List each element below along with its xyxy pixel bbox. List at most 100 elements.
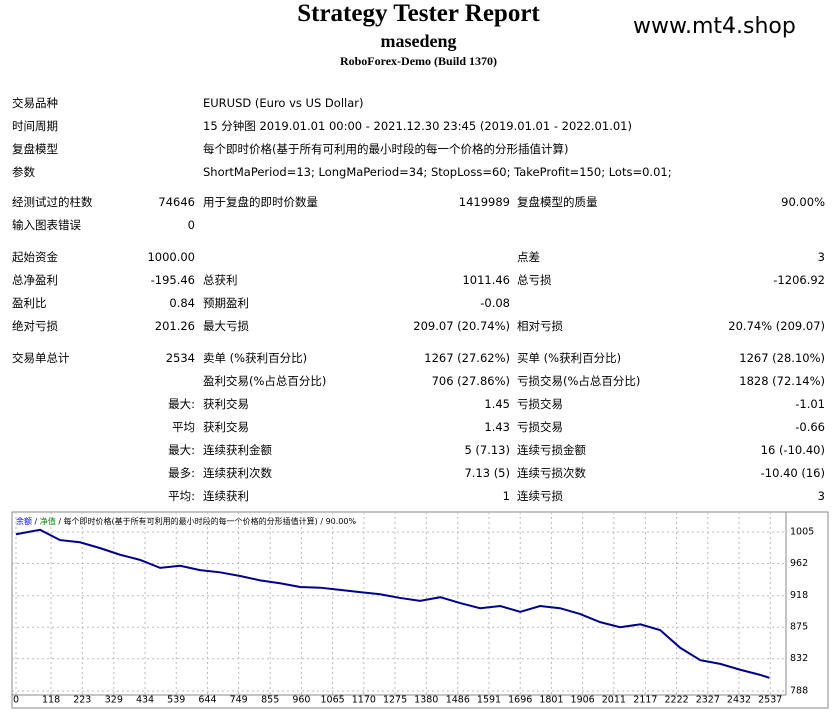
x-tick-label: 2432 [727,695,751,706]
row-label: 卖单 (%获利百分比) [203,351,308,365]
row-label: 输入图表错误 [12,218,81,232]
info-label: 时间周期 [12,119,58,133]
row-value: 3 [817,250,825,264]
x-tick-label: 1486 [446,695,470,706]
row-value: 1828 (72.14%) [739,374,825,388]
row-value: -0.08 [480,296,510,310]
x-tick-label: 118 [42,695,60,706]
info-value: 15 分钟图 2019.01.01 00:00 - 2021.12.30 23:… [203,119,632,133]
row-value: 90.00% [781,195,825,209]
row-label: 最大亏损 [203,319,249,333]
legend-part: 余额 [16,516,32,526]
row-value: 1267 (28.10%) [739,351,825,365]
row-label: 获利交易 [203,420,249,434]
chart-frame [11,511,829,709]
chart-legend: 余额 / 净值 / 每个即时价格(基于所有可利用的最小时段的每一个价格的分形插值… [16,516,356,526]
row-label: 点差 [517,250,540,264]
x-tick-label: 1380 [414,695,438,706]
watermark: www.mt4.shop [633,14,796,39]
row-label: 连续获利次数 [203,466,272,480]
row-label: 亏损交易(%占总百分比) [517,374,641,388]
row-value: -1206.92 [773,273,825,287]
x-tick-label: 2011 [602,695,626,706]
row-label: 绝对亏损 [12,319,58,333]
legend-part: / 每个即时价格(基于所有可利用的最小时段的每一个价格的分形插值计算) / 90… [56,516,357,526]
y-tick-label: 875 [790,622,808,633]
x-tick-label: 1275 [383,695,407,706]
row-label: 总亏损 [517,273,552,287]
info-label: 参数 [12,165,35,179]
row-value: 706 (27.86%) [431,374,510,388]
row-label: 连续亏损金额 [517,443,586,457]
row-value: 1011.46 [462,273,510,287]
row-value: 201.26 [154,319,195,333]
x-tick-label: 749 [230,695,248,706]
info-value: EURUSD (Euro vs US Dollar) [203,96,364,110]
row-value: 0 [187,218,195,232]
info-label: 复盘模型 [12,142,58,156]
row-value: 2534 [165,351,195,365]
row-label: 预期盈利 [203,296,249,310]
x-tick-label: 1801 [539,695,563,706]
x-tick-label: 329 [105,695,123,706]
row-value: 0.84 [169,296,195,310]
row-label: 亏损交易 [517,397,563,411]
balance-line [15,528,770,679]
x-tick-label: 1170 [352,695,376,706]
row-value: -0.66 [795,420,825,434]
row-value: -10.40 (16) [760,466,825,480]
row-value: -1.01 [795,397,825,411]
row-value: 5 (7.13) [464,443,510,457]
row-value: 1267 (27.62%) [424,351,510,365]
row-value: 平均: [168,489,195,503]
y-tick-label: 1005 [790,527,814,538]
legend-part: 净值 [40,516,56,526]
row-value: -195.46 [150,273,195,287]
x-tick-label: 1906 [571,695,595,706]
x-tick-label: 1696 [508,695,532,706]
x-tick-label: 2117 [633,695,657,706]
row-value: 平均 [172,420,195,434]
row-label: 相对亏损 [517,319,563,333]
report-subtitle: masedeng [380,31,457,51]
row-value: 16 (-10.40) [760,443,825,457]
row-value: 209.07 (20.74%) [413,319,510,333]
report-title: Strategy Tester Report [297,0,540,27]
row-value: 7.13 (5) [464,466,510,480]
row-label: 总获利 [203,273,238,287]
y-tick-label: 918 [790,590,808,601]
row-label: 总净盈利 [12,273,58,287]
x-tick-label: 539 [167,695,185,706]
row-label: 盈利比 [12,296,47,310]
x-tick-label: 960 [292,695,310,706]
row-label: 连续获利金额 [203,443,272,457]
info-value: ShortMaPeriod=13; LongMaPeriod=34; StopL… [203,165,672,179]
y-tick-label: 788 [790,685,808,696]
x-tick-label: 2222 [665,695,689,706]
row-value: 1 [502,489,510,503]
x-tick-label: 2537 [758,695,782,706]
row-label: 连续亏损次数 [517,466,586,480]
x-tick-label: 0 [13,695,19,706]
x-tick-label: 1065 [321,695,345,706]
row-value: 最大: [168,443,195,457]
row-label: 盈利交易(%占总百分比) [203,374,327,388]
row-value: 20.74% (209.07) [728,319,825,333]
legend-part: / [32,517,40,526]
row-value: 3 [817,489,825,503]
row-label: 复盘模型的质量 [517,195,598,209]
y-tick-label: 962 [790,558,808,569]
x-tick-label: 434 [136,695,154,706]
row-value: 最多: [168,466,195,480]
x-tick-label: 1591 [477,695,501,706]
row-value: 最大: [168,397,195,411]
row-value: 1419989 [458,195,510,209]
row-label: 买单 (%获利百分比) [517,351,622,365]
row-value: 1.43 [484,420,510,434]
row-value: 74646 [158,195,195,209]
x-tick-label: 2327 [696,695,720,706]
row-label: 连续亏损 [517,489,563,503]
row-label: 用于复盘的即时价数量 [203,195,318,209]
